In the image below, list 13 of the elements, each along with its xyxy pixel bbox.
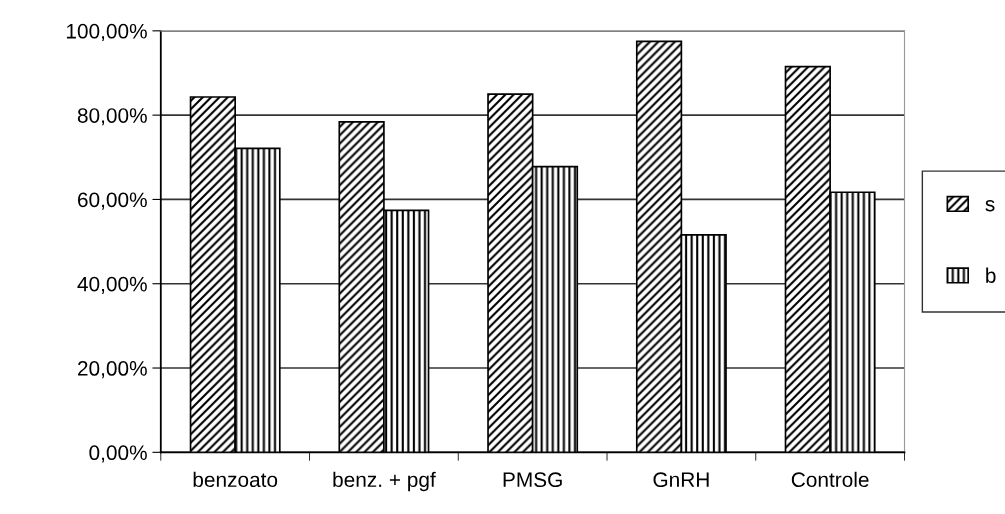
y-tick-label: 100,00% — [66, 23, 147, 42]
x-tick-label: PMSG — [503, 472, 562, 488]
y-tick-label: 80,00% — [77, 108, 147, 126]
x-tick-label: GnRH — [653, 472, 709, 488]
x-tick-label: Controle — [791, 471, 869, 488]
x-tick-label: benzoato — [193, 471, 278, 488]
y-tick-label: 20,00% — [78, 361, 147, 379]
x-tick-label: benz. + pgf — [333, 471, 436, 492]
legend-label: b — [986, 267, 996, 283]
y-tick-label: 60,00% — [78, 192, 147, 210]
y-tick-label: 40,00% — [77, 276, 147, 294]
legend-label: s — [985, 200, 995, 212]
y-tick-label: 0,00% — [89, 445, 147, 463]
